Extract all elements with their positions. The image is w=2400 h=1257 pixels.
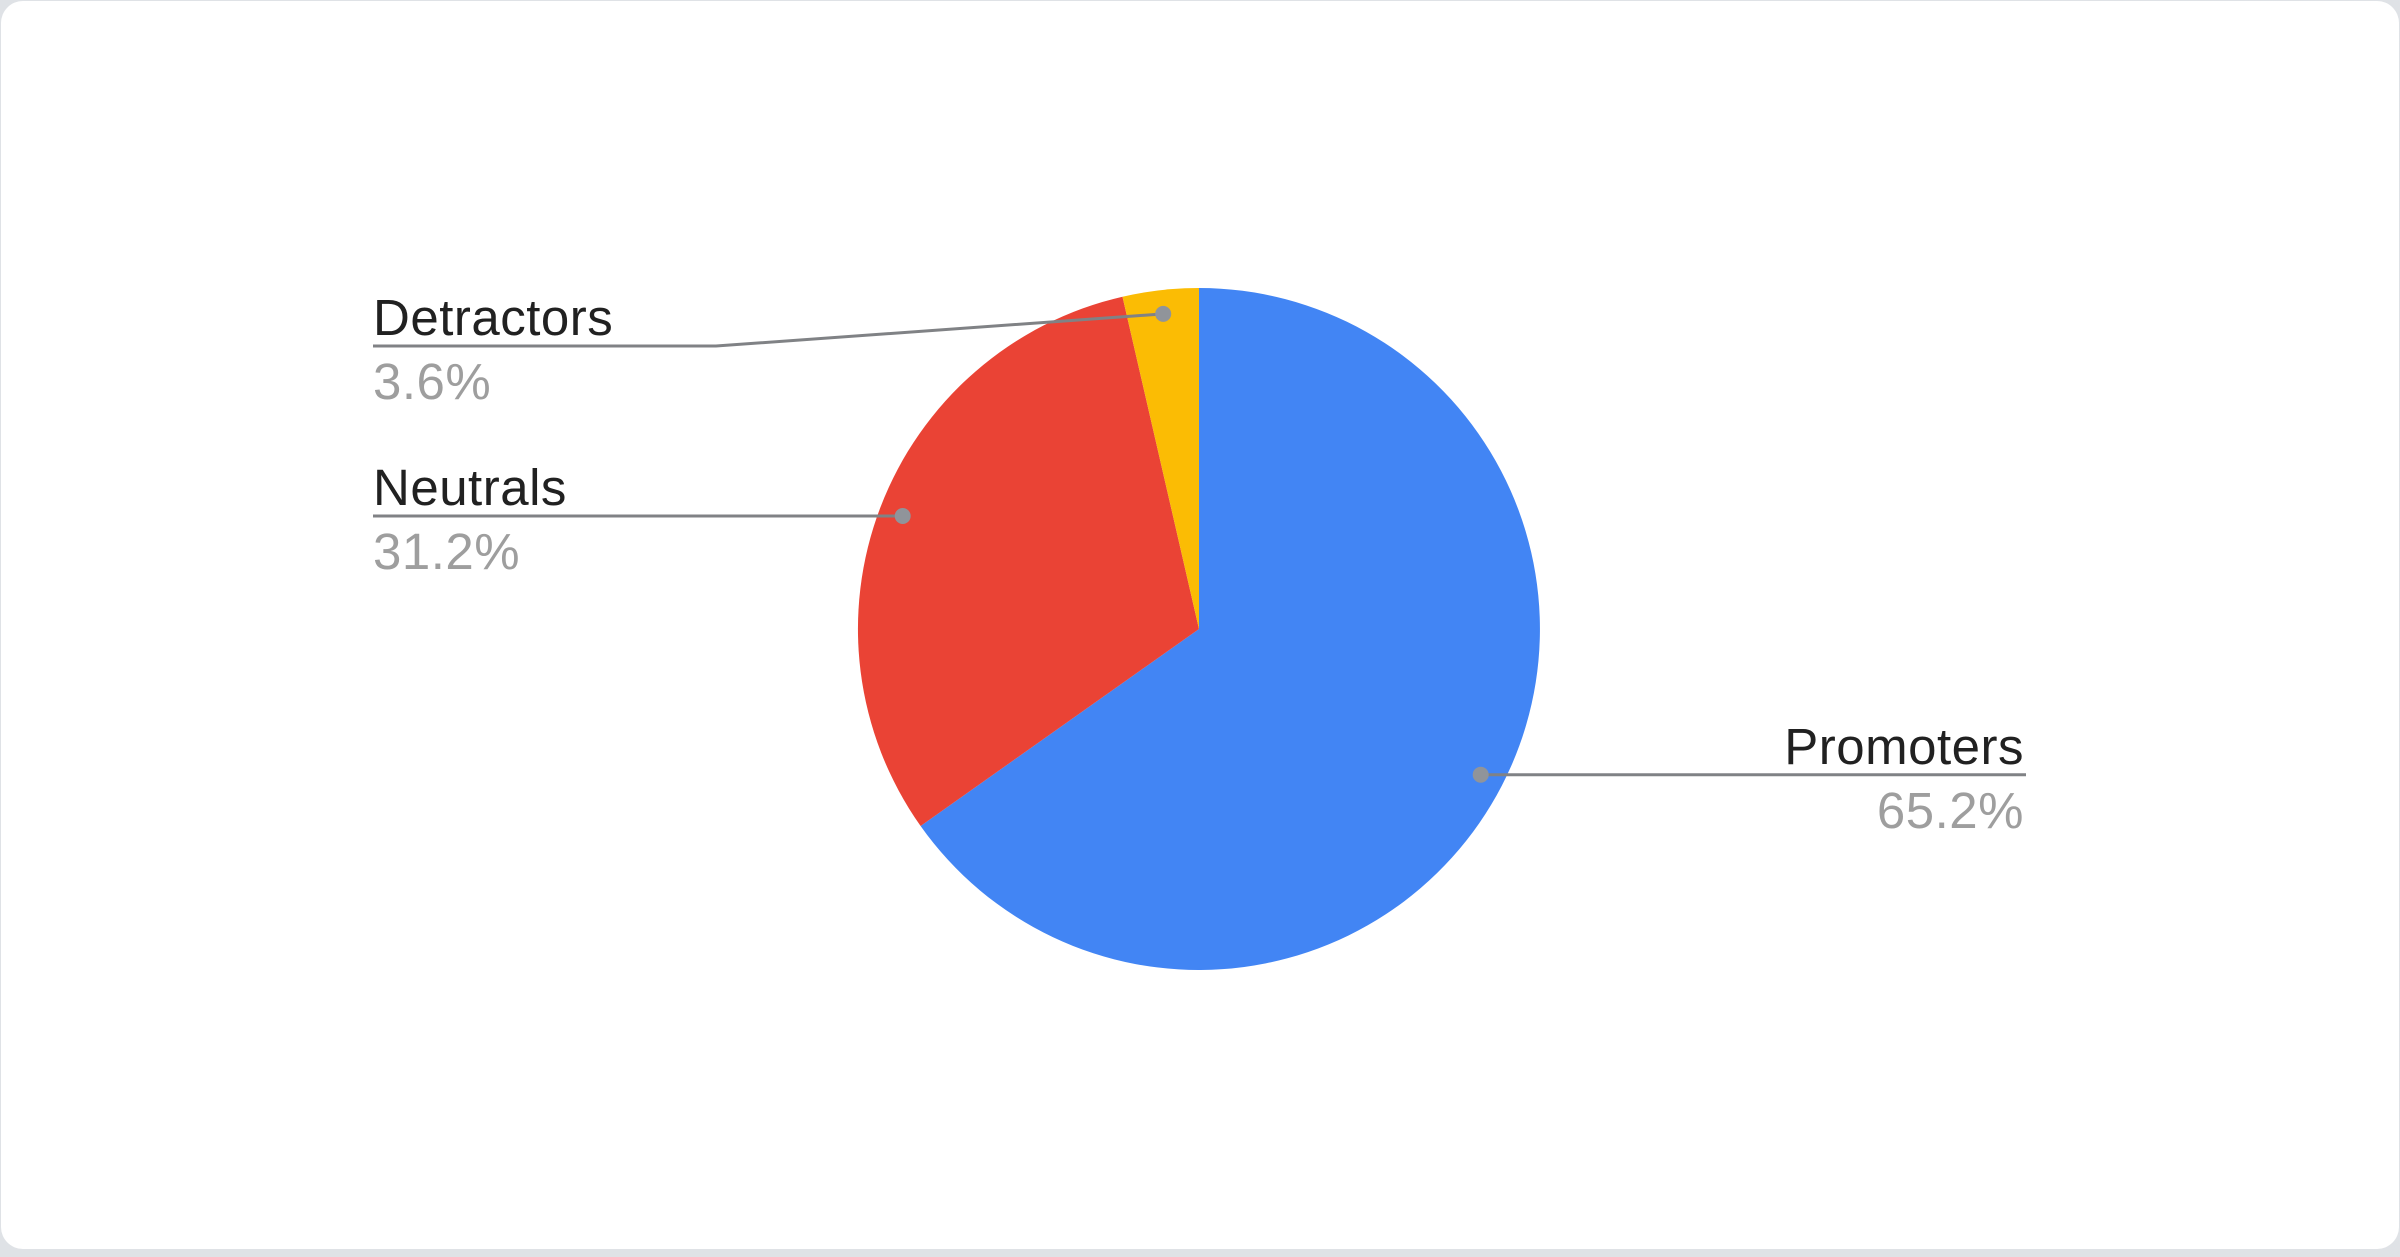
callout-promoters: Promoters 65.2% — [1784, 719, 2024, 839]
callout-detractors: Detractors 3.6% — [373, 290, 613, 410]
callout-neutrals: Neutrals 31.2% — [373, 460, 567, 580]
slice-label-neutrals: Neutrals — [373, 460, 567, 516]
slice-label-promoters: Promoters — [1784, 719, 2024, 775]
callout-dot-promoters — [1473, 767, 1489, 783]
callout-dot-detractors — [1155, 306, 1171, 322]
callout-dot-neutrals — [895, 508, 911, 524]
slice-percent-neutrals: 31.2% — [373, 524, 567, 580]
slice-percent-promoters: 65.2% — [1784, 783, 2024, 839]
slice-percent-detractors: 3.6% — [373, 354, 613, 410]
slice-label-detractors: Detractors — [373, 290, 613, 346]
